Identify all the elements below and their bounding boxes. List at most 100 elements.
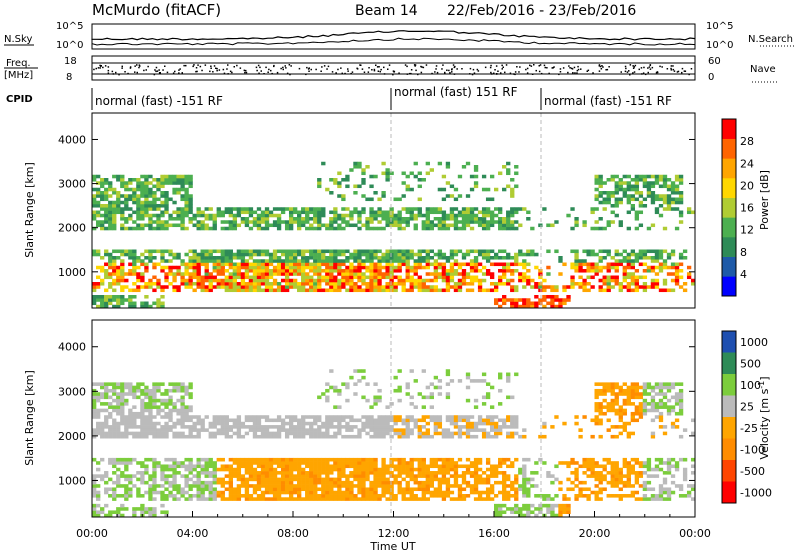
velocity-cell xyxy=(578,464,583,469)
velocity-cell xyxy=(268,487,274,492)
velocity-cell xyxy=(514,457,519,462)
power-cell xyxy=(618,285,623,289)
velocity-cell xyxy=(542,434,547,439)
velocity-cell xyxy=(288,425,294,429)
power-cell xyxy=(393,288,398,293)
power-cell xyxy=(248,210,254,215)
power-cell xyxy=(216,285,221,289)
velocity-cell xyxy=(132,513,137,518)
velocity-cell xyxy=(417,461,422,465)
power-cell xyxy=(309,256,314,260)
velocity-cell xyxy=(293,415,298,419)
power-cell xyxy=(168,223,173,228)
power-cell xyxy=(293,220,298,224)
velocity-cell xyxy=(542,421,547,426)
power-cell xyxy=(506,262,511,267)
velocity-cell xyxy=(176,382,181,386)
velocity-cell xyxy=(441,457,447,462)
power-cell xyxy=(405,275,410,280)
power-cell xyxy=(437,226,443,231)
power-cell xyxy=(449,210,455,215)
velocity-cell xyxy=(212,434,217,439)
freq-sample xyxy=(684,70,687,72)
freq-sample xyxy=(260,70,262,72)
velocity-cell xyxy=(578,494,583,498)
power-cell xyxy=(108,184,113,189)
velocity-cell xyxy=(574,421,579,426)
velocity-cell xyxy=(236,434,242,439)
power-cell xyxy=(614,262,619,267)
power-cell xyxy=(598,217,603,221)
power-cell xyxy=(228,278,233,283)
velocity-cell xyxy=(441,471,447,475)
velocity-cell xyxy=(100,402,105,406)
power-cell xyxy=(345,259,350,263)
power-colorbar-swatch xyxy=(722,217,736,238)
power-cell xyxy=(433,223,439,228)
velocity-cell xyxy=(365,418,370,423)
velocity-cell xyxy=(148,497,153,501)
velocity-cell xyxy=(630,395,635,400)
velocity-cell xyxy=(333,494,338,498)
velocity-cell xyxy=(176,461,181,465)
power-cell xyxy=(196,282,201,286)
power-cell xyxy=(212,265,217,270)
power-cell xyxy=(489,213,495,218)
power-cell xyxy=(425,256,430,260)
velocity-cell xyxy=(385,487,390,492)
velocity-cell xyxy=(385,405,390,409)
freq-sample xyxy=(544,66,546,69)
power-cell xyxy=(614,252,619,257)
power-cell xyxy=(361,249,366,254)
power-cell xyxy=(469,207,475,211)
power-cell xyxy=(365,288,370,293)
power-cell xyxy=(196,262,201,267)
velocity-cell xyxy=(248,494,254,498)
velocity-cell xyxy=(236,421,242,426)
velocity-cell xyxy=(381,494,386,498)
freq-sample xyxy=(573,66,576,69)
velocity-cell xyxy=(506,507,511,511)
velocity-cell xyxy=(128,411,133,416)
power-cell xyxy=(353,210,358,215)
power-cell xyxy=(252,262,258,267)
velocity-cell xyxy=(377,418,382,423)
velocity-cell xyxy=(301,487,306,492)
power-cell xyxy=(397,220,402,224)
velocity-cell xyxy=(445,418,451,423)
velocity-cell xyxy=(188,392,193,396)
power-cell xyxy=(192,269,197,273)
power-cell xyxy=(413,282,418,286)
power-cell xyxy=(172,288,177,293)
velocity-cell xyxy=(457,425,463,429)
power-cell xyxy=(112,226,117,231)
velocity-cell xyxy=(272,474,278,478)
power-cell xyxy=(288,259,294,263)
velocity-cell xyxy=(514,474,519,478)
power-cell xyxy=(610,256,615,260)
power-cell xyxy=(200,249,205,254)
velocity-cell xyxy=(518,507,523,511)
velocity-cell xyxy=(369,457,374,462)
power-cell xyxy=(341,194,346,198)
velocity-cell xyxy=(586,494,591,498)
power-cell xyxy=(116,269,121,273)
power-cell xyxy=(120,226,125,231)
velocity-cell xyxy=(485,457,491,462)
power-cell xyxy=(670,265,676,270)
velocity-cell xyxy=(385,415,390,419)
velocity-cell xyxy=(305,457,310,462)
velocity-cell xyxy=(220,480,225,485)
velocity-cell xyxy=(293,487,298,492)
freq-sample xyxy=(490,64,492,67)
velocity-cell xyxy=(465,418,471,423)
power-cell xyxy=(469,217,475,221)
velocity-cell xyxy=(128,382,133,386)
power-cell xyxy=(104,213,109,218)
velocity-cell xyxy=(124,494,129,498)
velocity-cell xyxy=(614,408,619,413)
power-cell xyxy=(288,210,294,215)
velocity-cell xyxy=(168,382,173,386)
power-cell xyxy=(200,256,205,260)
power-cell xyxy=(502,295,507,299)
